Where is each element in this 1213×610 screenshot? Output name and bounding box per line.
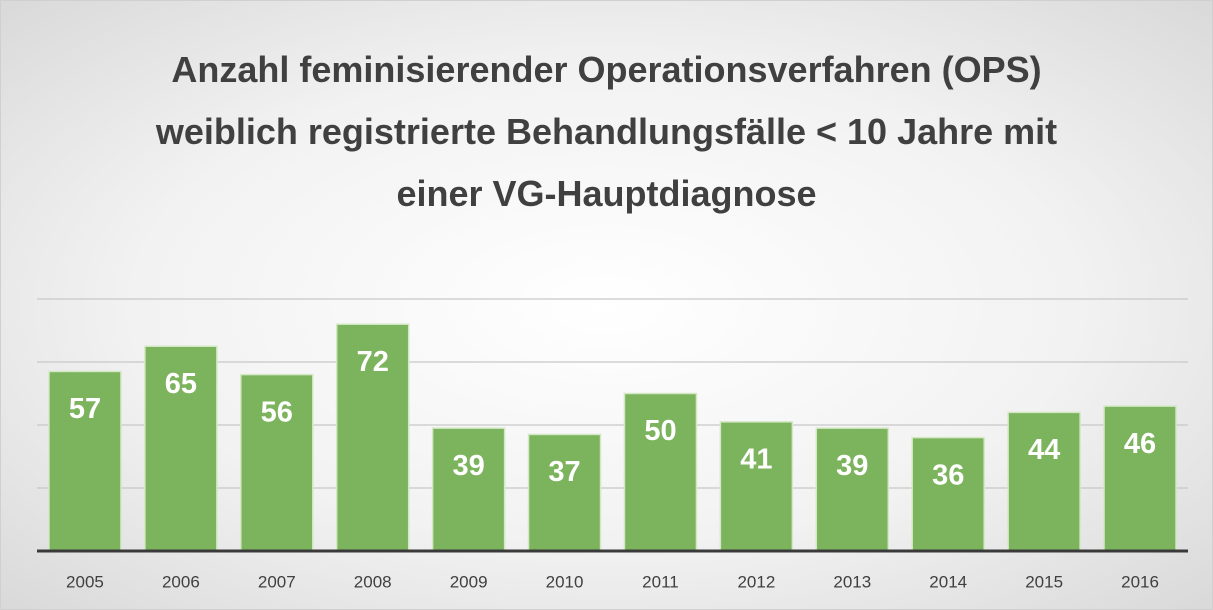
data-label: 50 <box>644 415 676 447</box>
chart-title: Anzahl feminisierender Operationsverfahr… <box>155 49 1058 214</box>
x-tick-label: 2011 <box>642 572 679 591</box>
data-label: 56 <box>261 396 293 428</box>
bar <box>431 427 506 552</box>
x-tick-label: 2008 <box>354 572 392 591</box>
data-label: 46 <box>1124 428 1156 460</box>
bar <box>48 370 122 552</box>
x-tick-label: 2007 <box>258 572 296 591</box>
bar <box>719 421 794 552</box>
bar <box>240 373 314 552</box>
data-label: 39 <box>452 450 484 482</box>
bar <box>911 436 985 552</box>
x-tick-label: 2005 <box>66 572 104 591</box>
x-tick-label: 2015 <box>1025 572 1063 591</box>
data-label: 44 <box>1028 434 1060 466</box>
bar <box>815 427 890 552</box>
bar <box>623 392 698 552</box>
x-tick-label: 2013 <box>833 572 871 591</box>
data-label: 57 <box>69 393 101 425</box>
x-tick-label: 2009 <box>450 572 488 591</box>
x-tick-label: 2014 <box>929 572 967 591</box>
data-label: 72 <box>357 346 389 378</box>
data-label: 37 <box>548 456 580 488</box>
x-tick-label: 2006 <box>162 572 200 591</box>
data-label: 41 <box>740 444 772 476</box>
x-tick-label: 2016 <box>1121 572 1159 591</box>
bar <box>527 433 602 552</box>
x-tick-label: 2010 <box>546 572 584 591</box>
data-label: 36 <box>932 459 964 491</box>
x-tick-label: 2012 <box>737 572 775 591</box>
data-label: 39 <box>836 450 868 482</box>
bar <box>1103 405 1177 552</box>
data-label: 65 <box>165 368 197 400</box>
